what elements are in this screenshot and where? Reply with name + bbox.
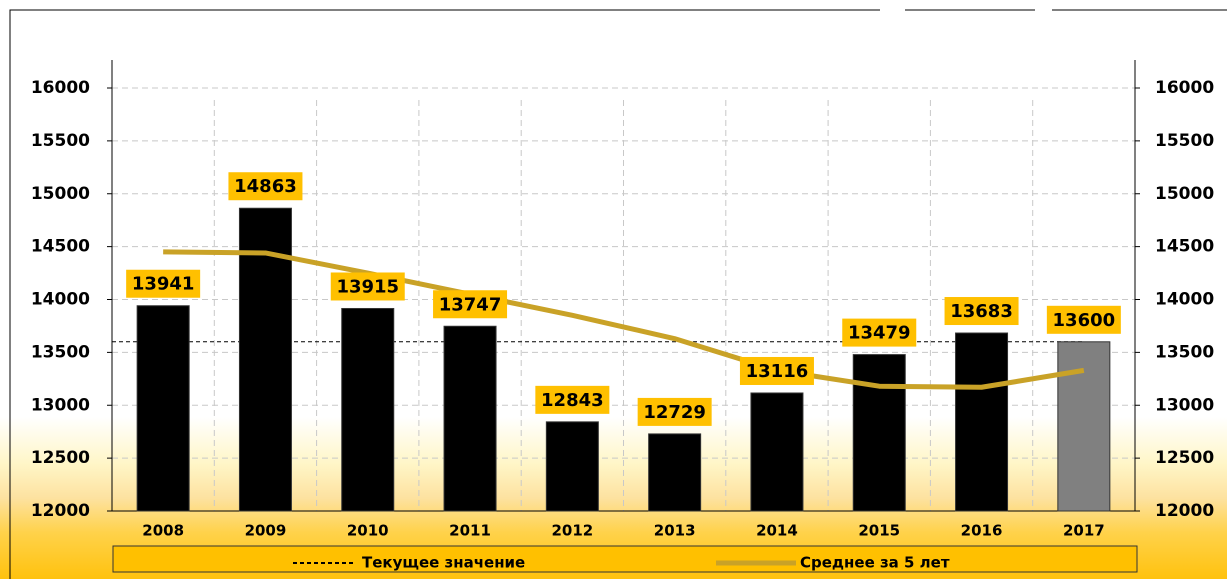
- x-tick-label: 2009: [245, 522, 287, 540]
- x-tick-label: 2016: [961, 522, 1003, 540]
- x-tick-label: 2017: [1063, 522, 1105, 540]
- y2-tick-label: 16000: [1155, 78, 1214, 98]
- y2-tick-label: 14500: [1155, 237, 1214, 257]
- data-label-box: [433, 290, 508, 319]
- data-label: 13915: [336, 276, 399, 297]
- data-label-box: [842, 318, 917, 347]
- bar: [750, 392, 804, 512]
- data-label-box: [637, 397, 712, 426]
- x-tick-label: 2015: [858, 522, 900, 540]
- x-tick-label: 2011: [449, 522, 491, 540]
- y2-tick-label: 12000: [1155, 501, 1214, 521]
- y2-tick-label: 12500: [1155, 448, 1214, 468]
- y-tick-label: 12500: [31, 448, 90, 468]
- y2-tick-label: 15500: [1155, 131, 1214, 151]
- data-label: 13747: [439, 294, 502, 315]
- bar: [648, 433, 702, 512]
- frame: [9, 9, 1227, 579]
- x-tick-label: 2010: [347, 522, 389, 540]
- bar: [545, 421, 599, 512]
- y2-tick-label: 13500: [1155, 342, 1214, 362]
- y-tick-label: 16000: [31, 78, 90, 98]
- data-label-box: [535, 385, 610, 414]
- x-tick-label: 2013: [654, 522, 696, 540]
- legend-label: Среднее за 5 лет: [800, 554, 950, 572]
- legend-label: Текущее значение: [362, 554, 525, 572]
- data-label-box: [944, 297, 1019, 326]
- data-label: 12843: [541, 390, 604, 411]
- y-tick-label: 14000: [31, 290, 90, 310]
- data-label: 13600: [1053, 310, 1116, 331]
- average-line: [163, 249, 1085, 390]
- y2-tick-label: 13000: [1155, 395, 1214, 415]
- data-label-box: [739, 356, 814, 385]
- bar: [136, 305, 190, 512]
- bar: [443, 325, 497, 512]
- legend-box: [112, 545, 1138, 573]
- data-label: 14863: [234, 176, 297, 197]
- y-tick-label: 15500: [31, 131, 90, 151]
- data-label-box: [228, 172, 303, 201]
- y-tick-label: 15000: [31, 184, 90, 204]
- x-tick-label: 2008: [142, 522, 184, 540]
- bar: [1057, 341, 1111, 512]
- y-tick-label: 14500: [31, 237, 90, 257]
- y2-tick-label: 14000: [1155, 290, 1214, 310]
- y-tick-label: 13000: [31, 395, 90, 415]
- bar: [341, 307, 395, 512]
- data-label: 13479: [848, 323, 911, 344]
- x-tick-label: 2012: [551, 522, 593, 540]
- data-label-box: [1046, 305, 1121, 334]
- data-label-box: [126, 269, 201, 298]
- bar: [852, 354, 906, 512]
- data-label-box: [330, 272, 405, 301]
- x-tick-label: 2014: [756, 522, 798, 540]
- data-label: 12729: [643, 402, 706, 423]
- data-label: 13941: [132, 274, 195, 295]
- y-tick-label: 13500: [31, 342, 90, 362]
- data-label: 13683: [950, 301, 1013, 322]
- data-label: 13116: [746, 361, 809, 382]
- y2-tick-label: 15000: [1155, 184, 1214, 204]
- bar: [955, 332, 1009, 512]
- y-tick-label: 12000: [31, 501, 90, 521]
